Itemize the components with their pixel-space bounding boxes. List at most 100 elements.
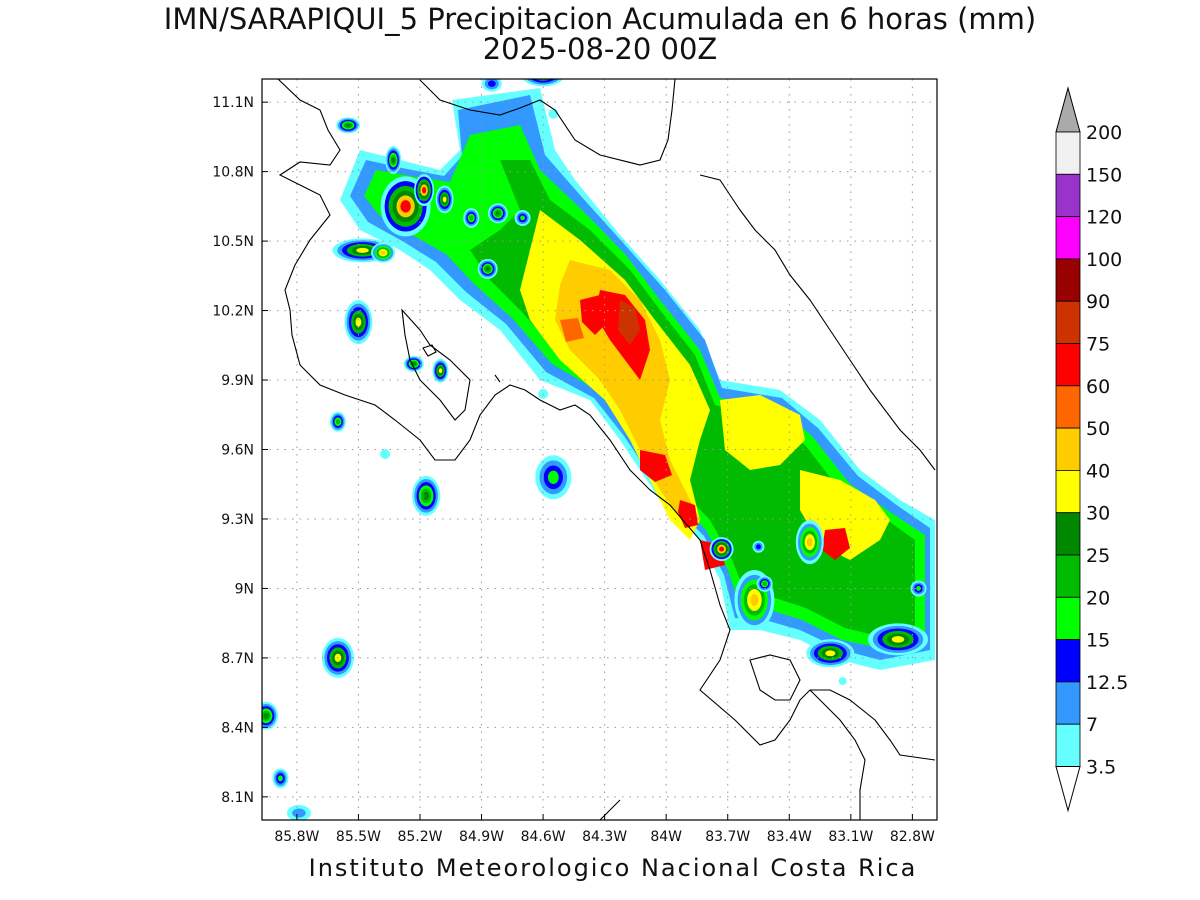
lon-label: 84W xyxy=(650,829,682,845)
rain-cell xyxy=(438,368,443,374)
colorbar-swatch xyxy=(1055,216,1081,260)
colorbar-bottom-arrow xyxy=(1055,766,1081,813)
coast-line xyxy=(401,308,471,421)
colorbar: 200 150 120 100 90 75 60 50 40 30 25 20 15 12.5 7 3.5 xyxy=(1055,86,1128,813)
rain-cell xyxy=(335,419,340,425)
lon-label: 85.5W xyxy=(336,829,381,845)
colorbar-swatch xyxy=(1055,173,1081,218)
colorbar-swatch xyxy=(1055,639,1081,683)
colorbar-label: 200 xyxy=(1086,122,1122,144)
colorbar-label: 120 xyxy=(1086,207,1122,229)
lat-label: 9N xyxy=(235,581,254,597)
colorbar-label: 3.5 xyxy=(1086,757,1116,779)
lon-label: 82.8W xyxy=(890,829,935,845)
rain-cell xyxy=(487,80,496,87)
coast-line xyxy=(599,799,621,820)
rain-cell xyxy=(421,186,427,194)
colorbar-label: 12.5 xyxy=(1086,672,1128,694)
lon-label: 85.8W xyxy=(274,829,319,845)
rain-cell xyxy=(292,808,306,818)
rain-cell xyxy=(263,712,269,719)
rain-cell xyxy=(520,215,525,221)
rain-cell xyxy=(762,581,767,586)
rain-band xyxy=(560,318,584,342)
rain-cell xyxy=(356,247,369,253)
lon-label: 84.3W xyxy=(582,829,627,845)
footer-credit: Instituto Meteorologico Nacional Costa R… xyxy=(308,854,918,882)
rain-band xyxy=(640,450,672,482)
rain-cell xyxy=(495,211,501,216)
rain-band xyxy=(618,300,640,345)
colorbar-label: 30 xyxy=(1086,503,1110,525)
lon-label: 85.2W xyxy=(397,829,442,845)
colorbar-swatch xyxy=(1055,681,1081,725)
colorbar-swatch xyxy=(1055,469,1081,514)
colorbar-label: 15 xyxy=(1086,630,1110,652)
lat-label: 10.8N xyxy=(212,165,254,181)
latitude-labels: 11.1N 10.8N 10.5N 10.2N 9.9N 9.6N 9.3N 9N 8.7N 8.… xyxy=(212,95,268,806)
colorbar-label: 100 xyxy=(1086,249,1122,271)
coast-line xyxy=(277,79,936,761)
rain-cell xyxy=(916,586,921,591)
rain-cell xyxy=(539,72,548,77)
coastline xyxy=(277,79,936,820)
lat-label: 10.5N xyxy=(212,234,254,250)
colorbar-label: 40 xyxy=(1086,460,1110,482)
rain-cell xyxy=(442,196,447,203)
colorbar-swatch xyxy=(1055,300,1081,344)
rain-cell xyxy=(485,266,490,271)
colorbar-label: 20 xyxy=(1086,587,1110,609)
lat-label: 8.4N xyxy=(221,720,254,736)
rain-cell xyxy=(278,775,283,782)
lat-label: 10.2N xyxy=(212,304,254,320)
coast-line xyxy=(749,654,801,701)
rain-cell xyxy=(400,200,411,213)
colorbar-label: 50 xyxy=(1086,418,1110,440)
rain-cell xyxy=(535,70,551,79)
colorbar-swatch xyxy=(1055,512,1081,556)
lat-label: 8.7N xyxy=(221,651,254,667)
colorbar-swatch xyxy=(1055,427,1081,471)
lat-label: 8.1N xyxy=(221,790,254,806)
rain-cell xyxy=(825,650,836,657)
coast-line xyxy=(699,174,936,471)
colorbar-label: 60 xyxy=(1086,376,1110,398)
rain-cell xyxy=(719,546,725,552)
rain-cell xyxy=(530,79,556,83)
colorbar-swatch xyxy=(1055,385,1081,429)
rain-cell xyxy=(838,677,847,686)
rain-cell xyxy=(547,470,559,484)
colorbar-label: 25 xyxy=(1086,545,1110,567)
rain-cell xyxy=(891,636,905,643)
lon-label: 83.1W xyxy=(828,829,873,845)
colorbar-top-arrow xyxy=(1055,86,1081,133)
coast-line xyxy=(494,374,501,383)
colorbar-swatch xyxy=(1055,131,1081,175)
rain-cell xyxy=(750,593,759,607)
coast-line xyxy=(809,689,866,820)
longitude-labels: 85.8W 85.5W 85.2W 84.9W 84.6W 84.3W 84W 83.7W 83… xyxy=(274,814,935,845)
rain-cell xyxy=(380,250,386,255)
rain-cell xyxy=(423,491,430,500)
colorbar-swatch xyxy=(1055,596,1081,640)
colorbar-label: 75 xyxy=(1086,334,1110,356)
rain-cell xyxy=(538,388,549,399)
coast-line xyxy=(422,344,437,357)
rain-cell xyxy=(469,215,474,221)
lat-label: 9.6N xyxy=(221,443,254,459)
rain-cell xyxy=(391,157,396,163)
rain-cell xyxy=(355,317,362,327)
colorbar-swatch xyxy=(1055,258,1081,302)
map-title: IMN/SARAPIQUI_5 Precipitacion Acumulada … xyxy=(163,2,1037,36)
colorbar-label: 150 xyxy=(1086,164,1122,186)
rain-cell xyxy=(756,544,761,550)
map-grid xyxy=(262,79,937,820)
colorbar-label: 90 xyxy=(1086,291,1110,313)
lat-label: 11.1N xyxy=(212,95,254,111)
rain-band xyxy=(822,528,850,560)
precipitation-field xyxy=(262,70,935,820)
coast-line xyxy=(419,79,676,166)
lon-label: 83.7W xyxy=(705,829,750,845)
rain-band xyxy=(580,295,610,335)
